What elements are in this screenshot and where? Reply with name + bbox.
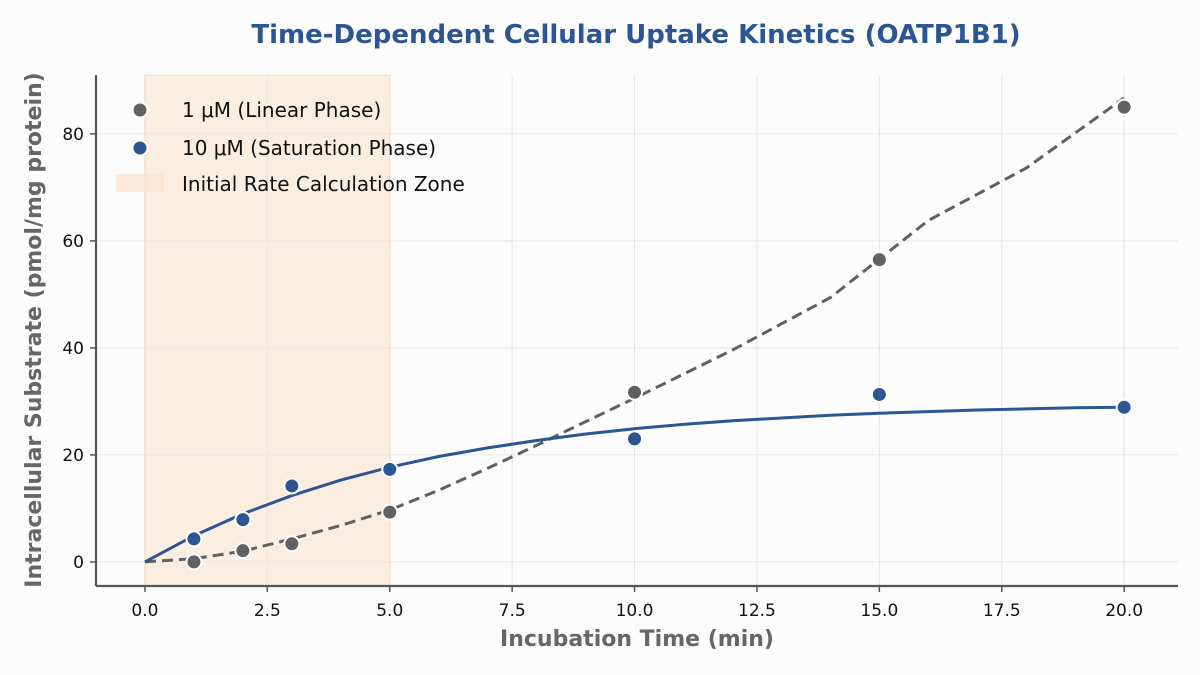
y-tick-label: 0: [73, 553, 84, 573]
x-tick-label: 7.5: [499, 601, 526, 621]
x-tick-label: 15.0: [860, 601, 898, 621]
data-point-series-0: [234, 542, 252, 560]
chart-title: Time-Dependent Cellular Uptake Kinetics …: [251, 20, 1020, 50]
y-axis-label: Intracellular Substrate (pmol/mg protein…: [22, 72, 47, 587]
data-point-series-1: [283, 477, 301, 495]
legend-marker-saturation: [131, 139, 149, 157]
data-point-series-0: [185, 553, 203, 571]
x-tick-label: 17.5: [983, 601, 1021, 621]
x-tick-label: 5.0: [376, 601, 403, 621]
x-tick-label: 0.0: [131, 601, 158, 621]
data-point-series-0: [870, 251, 888, 269]
data-point-series-0: [381, 503, 399, 521]
initial-rate-zone-shading: [144, 74, 391, 587]
y-tick-label: 80: [62, 125, 84, 145]
data-point-series-1: [626, 430, 644, 448]
data-point-series-1: [1115, 398, 1133, 416]
y-tick-label: 20: [62, 446, 84, 466]
data-points: [185, 98, 1133, 571]
x-tick-label: 2.5: [254, 601, 281, 621]
x-tick-label: 10.0: [616, 601, 654, 621]
fit-line-series-1: [144, 405, 1125, 564]
axes: [90, 75, 1178, 592]
x-tick-label: 20.0: [1105, 601, 1143, 621]
data-point-series-1: [234, 511, 252, 529]
tick-labels: 0.0 2.5 5.0 7.5 10.0 12.5 15.0 17.5 20.0 0 20 40 60 8…: [62, 125, 1143, 621]
data-point-series-1: [185, 530, 203, 548]
x-tick-label: 12.5: [738, 601, 776, 621]
y-tick-label: 60: [62, 232, 84, 252]
y-tick-label: 40: [62, 339, 84, 359]
data-point-series-0: [626, 383, 644, 401]
data-point-series-1: [381, 460, 399, 478]
data-point-series-0: [1115, 98, 1133, 116]
legend-label-zone: Initial Rate Calculation Zone: [182, 172, 465, 196]
x-axis-label: Incubation Time (min): [500, 627, 774, 652]
legend-label-linear: 1 μM (Linear Phase): [182, 98, 381, 122]
legend: 1 μM (Linear Phase) 10 μM (Saturation Ph…: [116, 98, 465, 196]
legend-label-saturation: 10 μM (Saturation Phase): [182, 136, 436, 160]
legend-marker-zone: [116, 174, 164, 192]
legend-marker-linear: [131, 101, 149, 119]
data-point-series-1: [870, 385, 888, 403]
data-point-series-0: [283, 535, 301, 553]
